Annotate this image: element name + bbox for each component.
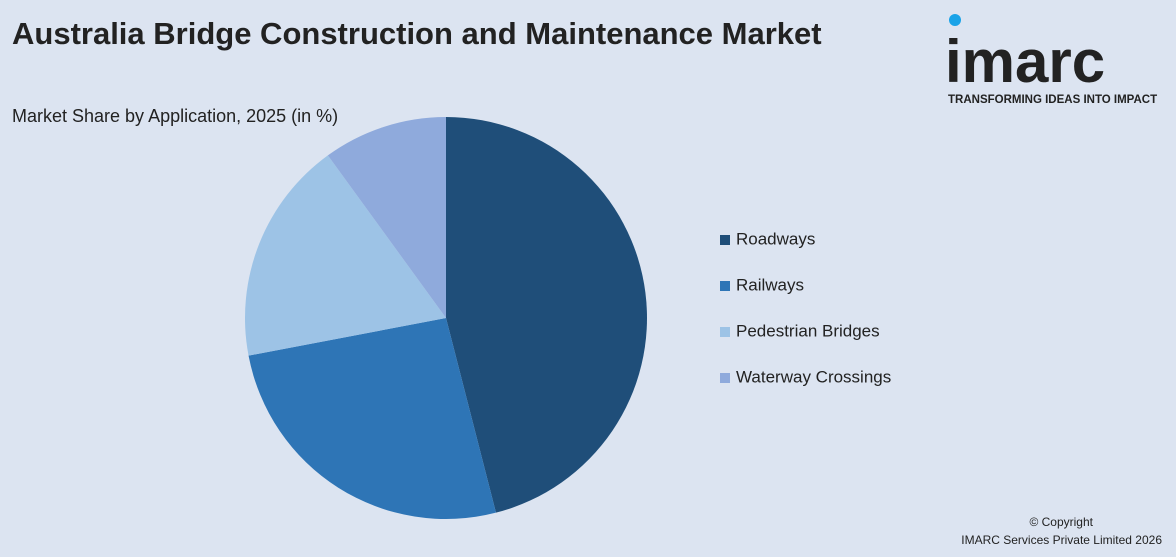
chart-title: Australia Bridge Construction and Mainte… [12, 16, 822, 51]
pie-slice [248, 318, 496, 519]
logo: imarc [945, 28, 1105, 95]
legend-label: Roadways [736, 229, 815, 248]
company: IMARC Services Private Limited 2026 [961, 533, 1162, 547]
legend: Roadways Railways Pedestrian Bridges Waterw… [720, 229, 891, 386]
logo-tagline: TRANSFORMING IDEAS INTO IMPACT [948, 94, 1157, 106]
pie-slice [446, 117, 647, 513]
pie-slice [244, 155, 446, 356]
pie [244, 117, 647, 519]
legend-swatch [720, 281, 730, 291]
legend-swatch [720, 327, 730, 337]
copyright: © Copyright [1029, 515, 1093, 529]
legend-swatch [720, 235, 730, 245]
legend-label: Railways [736, 275, 804, 294]
legend-label: Pedestrian Bridges [736, 321, 880, 340]
pie-slice [327, 117, 446, 318]
logo-dot [949, 14, 961, 26]
legend-swatch [720, 373, 730, 383]
chart-subtitle: Market Share by Application, 2025 (in %) [12, 106, 338, 126]
legend-label: Waterway Crossings [736, 367, 891, 386]
